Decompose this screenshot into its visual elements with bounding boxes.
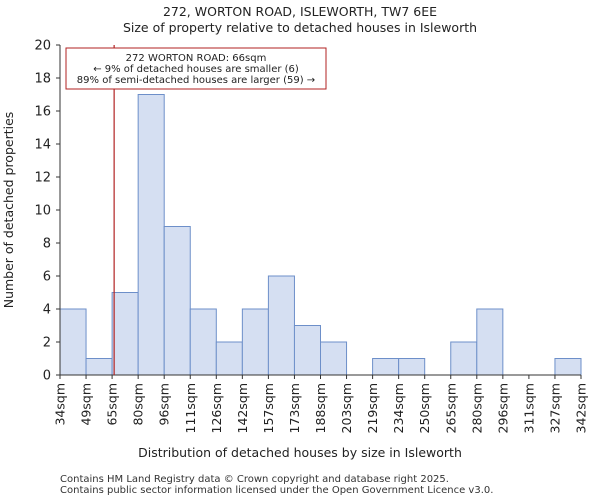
bar-234sqm <box>398 358 426 376</box>
x-tick-label: 111sqm <box>183 383 198 433</box>
chart-subtitle: Size of property relative to detached ho… <box>122 20 478 35</box>
x-tick-label: 65sqm <box>105 383 120 426</box>
y-axis: 0 2 4 6 8 10 12 14 16 18 20 <box>34 39 61 384</box>
x-tick-label: 265sqm <box>443 383 458 433</box>
y-tick-label: 20 <box>34 39 51 54</box>
bar-327sqm <box>554 358 582 376</box>
bar-111sqm <box>189 308 217 376</box>
annotation-box: 272 WORTON ROAD: 66sqm ← 9% of detached … <box>65 47 327 90</box>
bar-173sqm <box>293 325 322 376</box>
bar-188sqm <box>320 341 348 376</box>
x-tick-label: 49sqm <box>79 383 94 426</box>
y-tick-label: 18 <box>34 72 51 87</box>
bar-49sqm <box>85 358 113 376</box>
bars-group <box>59 94 582 376</box>
y-tick-label: 2 <box>43 336 51 351</box>
x-tick-label: 327sqm <box>547 383 562 433</box>
y-axis-label: Number of detached properties <box>1 112 16 309</box>
y-tick-label: 0 <box>43 369 51 384</box>
bar-280sqm <box>476 308 504 376</box>
x-tick-label: 80sqm <box>131 383 146 426</box>
y-tick-label: 10 <box>34 204 51 219</box>
y-tick-label: 8 <box>43 237 51 252</box>
x-tick-label: 219sqm <box>365 383 380 433</box>
bar-265sqm <box>450 341 478 376</box>
y-tick-label: 6 <box>43 270 51 285</box>
x-tick-label: 96sqm <box>157 383 172 426</box>
annotation-line-3: 89% of semi-detached houses are larger (… <box>77 75 315 86</box>
x-axis: 34sqm 49sqm 65sqm 80sqm 96sqm 111sqm 126sqm 142… <box>53 374 589 433</box>
x-tick-label: 188sqm <box>313 383 328 433</box>
annotation-line-1: 272 WORTON ROAD: 66sqm <box>126 53 267 64</box>
bar-219sqm <box>372 358 400 376</box>
x-tick-label: 34sqm <box>53 383 68 426</box>
bar-126sqm <box>215 341 243 376</box>
x-tick-label: 157sqm <box>261 383 276 433</box>
bar-80sqm <box>137 94 165 376</box>
x-tick-label: 234sqm <box>391 383 406 433</box>
bar-65sqm <box>111 292 139 376</box>
y-tick-label: 14 <box>34 138 51 153</box>
bar-34sqm <box>59 308 87 376</box>
x-tick-label: 142sqm <box>235 383 250 433</box>
histogram-chart: 0 2 4 6 8 10 12 14 16 18 20 34sqm 49sqm 65sqm 80sqm 96… <box>1 39 589 461</box>
bar-96sqm <box>163 226 191 376</box>
bar-157sqm <box>267 275 295 376</box>
y-tick-label: 4 <box>43 303 51 318</box>
x-tick-label: 280sqm <box>469 383 484 433</box>
x-tick-label: 203sqm <box>339 383 354 433</box>
annotation-line-2: ← 9% of detached houses are smaller (6) <box>93 64 299 75</box>
footer-line-1: Contains HM Land Registry data © Crown c… <box>60 474 449 485</box>
y-tick-label: 16 <box>34 105 51 120</box>
x-tick-label: 342sqm <box>574 383 589 433</box>
chart-title: 272, WORTON ROAD, ISLEWORTH, TW7 6EE <box>162 4 438 19</box>
x-tick-label: 250sqm <box>417 383 432 433</box>
y-tick-label: 12 <box>34 171 51 186</box>
x-tick-label: 126sqm <box>209 383 224 433</box>
bar-142sqm <box>241 308 269 376</box>
x-axis-label: Distribution of detached houses by size … <box>138 445 462 460</box>
footer-line-2: Contains public sector information licen… <box>60 485 494 496</box>
annotation-border <box>65 47 327 90</box>
x-tick-label: 296sqm <box>495 383 510 433</box>
x-tick-label: 173sqm <box>287 383 302 433</box>
x-tick-label: 311sqm <box>521 383 536 433</box>
